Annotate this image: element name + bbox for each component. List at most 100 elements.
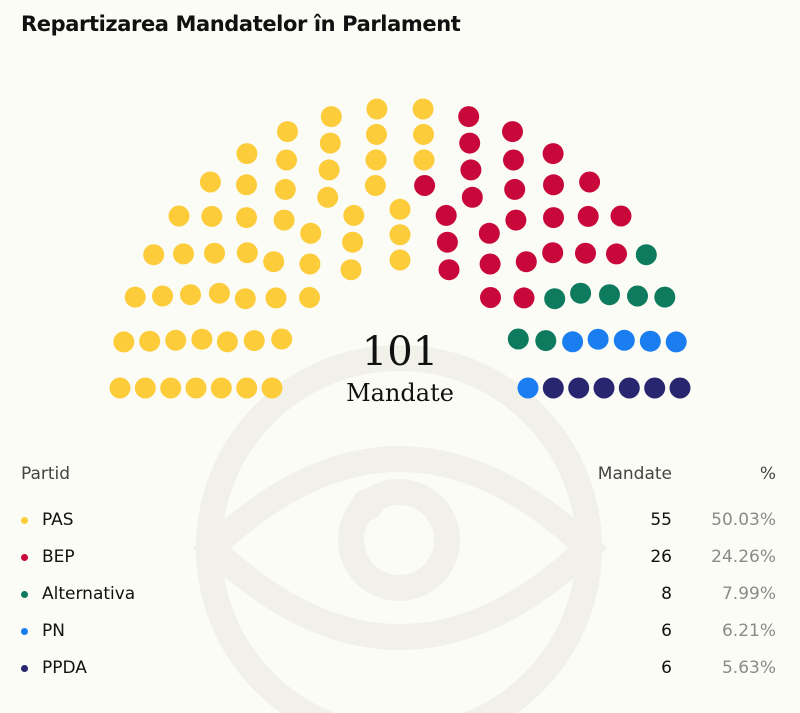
seat-dot-bep [460, 159, 482, 181]
seat-dot-pas [210, 377, 232, 399]
seat-dot-pas [113, 331, 135, 353]
seat-dot-pas [199, 171, 221, 193]
seat-dot-ppda [669, 377, 691, 399]
seat-dot-pn [665, 331, 687, 353]
seat-dot-pas [299, 253, 321, 275]
seat-dot-alternativa [570, 282, 592, 304]
seat-dot-ppda [644, 377, 666, 399]
legend-dot [21, 517, 28, 524]
table-row: PPDA 6 5.63% [21, 656, 776, 693]
seat-dot-bep [459, 132, 481, 154]
seat-dot-bep [479, 253, 501, 275]
seat-dot-pas [342, 231, 364, 253]
party-name: PN [42, 621, 65, 641]
seat-dot-bep [579, 171, 601, 193]
seat-dot-bep [480, 287, 501, 308]
seat-dot-pas [277, 121, 298, 143]
legend-dot [21, 665, 28, 672]
total-seats-label: Mandate [346, 379, 454, 407]
party-seats: 26 [650, 547, 672, 567]
seat-dot-pas [208, 282, 230, 304]
seat-dot-bep [435, 204, 457, 226]
seat-dot-alternativa [544, 288, 566, 310]
seat-dot-pn [639, 330, 661, 352]
seat-dot-pas [243, 330, 265, 352]
seat-dot-pn [587, 328, 609, 350]
seat-dot-pas [319, 132, 341, 154]
table-row: BEP 26 24.26% [21, 545, 776, 582]
seat-dot-pas [389, 224, 411, 246]
party-name: PAS [42, 510, 74, 530]
table-row: Alternativa 8 7.99% [21, 582, 776, 619]
total-seats-value: 101 [361, 329, 439, 375]
parliament-hemicycle-chart [109, 98, 691, 399]
seat-dot-ppda [542, 377, 564, 399]
seat-dot-bep [542, 242, 564, 264]
seat-dot-bep [543, 174, 564, 196]
seat-dot-bep [515, 251, 537, 273]
seat-dot-bep [505, 209, 527, 231]
seat-dot-pas [201, 205, 223, 227]
seat-dot-pas [265, 287, 287, 309]
seat-dot-pas [413, 149, 435, 171]
table-header: Partid Mandate % [21, 462, 776, 508]
party-seats: 6 [661, 658, 672, 678]
seat-dot-pas [299, 287, 320, 308]
header-pct: % [759, 464, 776, 484]
party-pct: 24.26% [711, 547, 776, 567]
seat-dot-bep [575, 242, 596, 264]
party-seats: 8 [661, 584, 672, 604]
party-pct: 7.99% [721, 584, 776, 604]
seat-dot-alternativa [507, 328, 529, 350]
seat-dot-ppda [618, 377, 640, 399]
seat-dot-pas [234, 288, 256, 310]
seat-dot-pas [300, 222, 322, 244]
page-title: Repartizarea Mandatelor în Parlament [21, 12, 461, 36]
table-row: PAS 55 50.03% [21, 508, 776, 545]
seat-dot-bep [577, 205, 599, 227]
seat-dot-bep [610, 205, 632, 227]
seat-dot-bep [414, 175, 436, 196]
seat-dot-alternativa [654, 286, 676, 308]
seat-dot-pas [165, 329, 187, 351]
seats-table: Partid Mandate % PAS 55 50.03% BEP 26 24.26% A… [21, 462, 776, 693]
seat-dot-pas [109, 377, 131, 399]
seat-dot-pas [389, 249, 411, 271]
seat-dot-pas [366, 98, 388, 120]
seat-dot-bep [606, 243, 627, 265]
seat-dot-pas [389, 198, 411, 220]
party-pct: 6.21% [721, 621, 776, 641]
seat-dot-alternativa [627, 285, 648, 307]
party-name: Alternativa [42, 584, 136, 604]
party-seats: 55 [650, 510, 672, 530]
seat-dot-alternativa [599, 284, 620, 306]
seat-dot-pas [236, 143, 258, 165]
legend-dot [21, 628, 28, 635]
seat-dot-pas [191, 328, 213, 350]
seat-dot-pas [274, 178, 296, 200]
seat-dot-bep [513, 287, 535, 309]
header-party: Partid [21, 464, 71, 484]
seat-dot-pas [366, 123, 387, 145]
seat-dot-bep [503, 149, 524, 171]
seat-dot-alternativa [535, 330, 557, 352]
seat-dot-pas [168, 205, 190, 227]
party-pct: 50.03% [711, 510, 776, 530]
seat-dot-alternativa [635, 244, 657, 266]
legend-dot [21, 554, 28, 561]
seat-dot-pas [204, 242, 225, 264]
seat-dot-pas [180, 284, 201, 306]
seat-dot-pas [263, 251, 285, 273]
seat-dot-pas [139, 330, 161, 352]
seat-dot-pas [261, 377, 283, 399]
seat-dot-pn [613, 329, 635, 351]
seat-dot-bep [502, 121, 523, 143]
seat-dot-pas [134, 377, 156, 399]
seat-dot-pas [236, 377, 258, 399]
seat-dot-pas [216, 331, 238, 353]
seat-dot-pn [517, 377, 539, 399]
seat-dot-pas [173, 243, 194, 265]
seat-dot-ppda [593, 377, 615, 399]
seat-dot-pas [413, 123, 434, 145]
seat-dot-pas [340, 259, 362, 281]
